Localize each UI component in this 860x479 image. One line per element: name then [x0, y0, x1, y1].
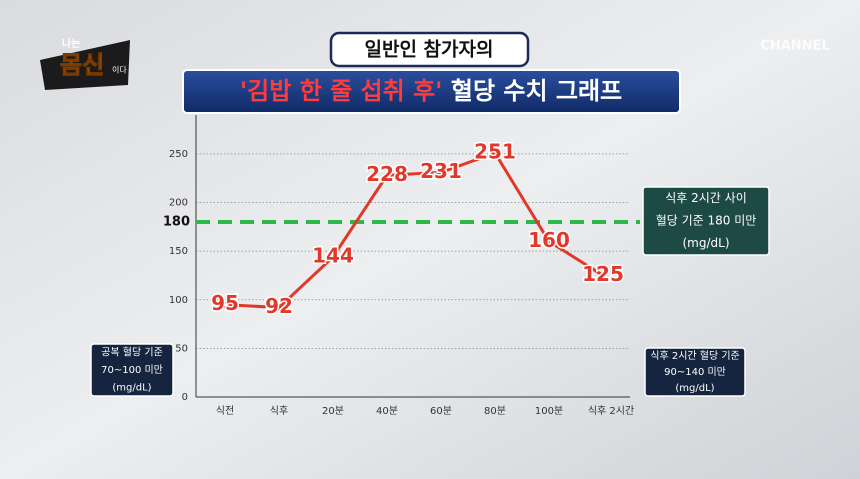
x-tick-label: 40분 — [376, 405, 398, 417]
title: 일반인 참가자의 — [365, 39, 494, 61]
data-point — [222, 301, 228, 308]
data-label: 228 — [366, 162, 408, 186]
subtitle-highlight: '김밥 한 줄 섭취 후' — [240, 77, 443, 105]
channel-logo: CHANNEL — [760, 39, 829, 54]
data-line — [224, 151, 604, 310]
logo: 나는 몸신 이다 — [40, 37, 130, 90]
y-tick-label: 150 — [169, 246, 188, 257]
note-text: 식후 2시간 사이 — [665, 191, 747, 205]
data-label: 251 — [474, 139, 516, 163]
note-box — [90, 343, 174, 397]
data-label: 125 — [582, 262, 624, 286]
y-tick-label: 200 — [169, 198, 188, 209]
data-label: 231 — [420, 159, 462, 183]
data-point — [600, 272, 606, 279]
y-tick-label: 100 — [169, 295, 188, 306]
x-tick-label: 식후 2시간 — [588, 405, 634, 417]
title-box — [329, 31, 530, 68]
y-tick-label: 50 — [175, 343, 188, 354]
x-tick-label: 60분 — [430, 405, 452, 417]
logo-top: 나는 — [62, 37, 80, 50]
y-tick-label: 250 — [169, 149, 188, 160]
logo-main: 몸신 — [60, 51, 104, 79]
subtitle-box — [182, 69, 681, 114]
subtitle-rest: 혈당 수치 그래프 — [443, 77, 623, 105]
note-text: 90~140 미만 — [664, 366, 726, 378]
x-tick-label: 식전 — [216, 405, 234, 417]
data-label: 160 — [528, 228, 570, 252]
note-box — [644, 347, 746, 397]
x-tick-label: 80분 — [484, 405, 506, 417]
data-label: 95 — [211, 291, 239, 315]
x-tick-label: 20분 — [322, 405, 344, 417]
note-text: (mg/dL) — [675, 383, 714, 394]
data-point — [438, 169, 444, 176]
data-point — [384, 172, 390, 179]
note-text: (mg/dL) — [112, 382, 151, 393]
data-point — [330, 253, 336, 260]
logo-side: 이다 — [112, 65, 127, 75]
note-text: 혈당 기준 180 미만 — [656, 214, 757, 228]
note-box — [642, 186, 770, 256]
x-tick-label: 식후 — [270, 405, 288, 417]
note-text: 70~100 미만 — [101, 364, 163, 376]
note-text: 식후 2시간 혈당 기준 — [650, 349, 740, 362]
logo-shape — [40, 40, 130, 90]
data-label: 144 — [312, 243, 354, 267]
x-tick-label: 100분 — [535, 405, 563, 417]
data-label: 92 — [265, 294, 293, 318]
note-text: (mg/dL) — [682, 236, 729, 250]
threshold-label: 180 — [163, 214, 190, 229]
data-point — [492, 149, 498, 156]
data-point — [276, 304, 282, 311]
data-point — [546, 238, 552, 245]
subtitle: '김밥 한 줄 섭취 후' 혈당 수치 그래프 — [240, 77, 622, 105]
note-text: 공복 혈당 기준 — [101, 346, 163, 359]
y-tick-label: 0 — [182, 392, 188, 403]
